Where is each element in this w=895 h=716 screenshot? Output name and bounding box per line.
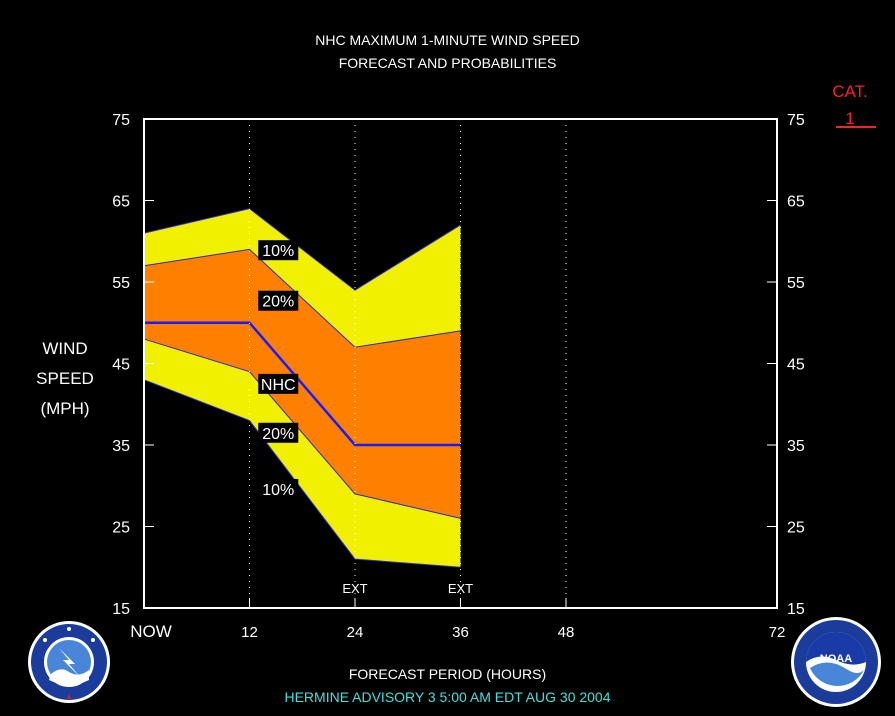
- series-line-4: [143, 379, 461, 568]
- x-tick-label: 48: [558, 624, 575, 641]
- series-label: 10%: [262, 482, 294, 499]
- y-tick-label-right: 55: [787, 275, 805, 292]
- y-tick-label-left: 35: [112, 438, 130, 455]
- category-label: CAT.: [832, 82, 868, 101]
- chart-title-line2: FORECAST AND PROBABILITIES: [338, 55, 557, 71]
- y-tick-label-left: 45: [112, 357, 130, 374]
- x-tick-label: 12: [241, 624, 258, 641]
- y-tick-label-right: 45: [787, 357, 805, 374]
- category-value: 1: [845, 109, 855, 128]
- y-tick-label-left: 65: [112, 194, 130, 211]
- y-tick-label-left: 75: [112, 112, 130, 129]
- y-tick-label-right: 15: [787, 601, 805, 618]
- y-tick-label-right: 25: [787, 520, 805, 537]
- series-line-0: [143, 208, 461, 291]
- series-line-1: [143, 248, 461, 348]
- nws-logo: [28, 621, 110, 703]
- y-axis-label-line1: WIND: [42, 339, 88, 358]
- y-axis-label-line3: (MPH): [40, 399, 90, 418]
- y-tick-label-right: 65: [787, 194, 805, 211]
- series-line-3: [143, 338, 461, 519]
- x-tick-label: 72: [769, 624, 786, 641]
- series-label: 10%: [262, 243, 294, 260]
- y-tick-label-left: 15: [112, 601, 130, 618]
- chart-title-line1: NHC MAXIMUM 1-MINUTE WIND SPEED: [315, 32, 580, 48]
- series-label: 20%: [262, 426, 294, 443]
- y-tick-label-left: 55: [112, 275, 130, 292]
- ext-marker: EXT: [448, 581, 473, 596]
- series-label: NHC: [261, 377, 296, 394]
- x-tick-label: 24: [347, 624, 364, 641]
- svg-text:NOAA: NOAA: [820, 653, 852, 665]
- category-underline: [836, 126, 876, 128]
- series-label-box: [258, 479, 299, 500]
- series-label-box: [258, 240, 299, 261]
- y-tick-label-right: 75: [787, 112, 805, 129]
- x-axis-label: FORECAST PERIOD (HOURS): [348, 666, 547, 682]
- nhc-forecast-line: [144, 321, 461, 447]
- x-tick-label: NOW: [130, 622, 172, 641]
- noaa-logo: NOAA: [791, 617, 881, 707]
- x-tick-label: 36: [452, 624, 469, 641]
- y-axis-label-line2: SPEED: [36, 369, 94, 388]
- advisory-line: HERMINE ADVISORY 3 5:00 AM EDT AUG 30 20…: [284, 689, 611, 705]
- ext-marker: EXT: [342, 581, 367, 596]
- series-label-box: [258, 422, 299, 443]
- series-label-box: [258, 373, 299, 394]
- y-tick-label-right: 35: [787, 438, 805, 455]
- y-tick-label-left: 25: [112, 520, 130, 537]
- series-label-box: [258, 290, 299, 311]
- series-label: 20%: [262, 294, 294, 311]
